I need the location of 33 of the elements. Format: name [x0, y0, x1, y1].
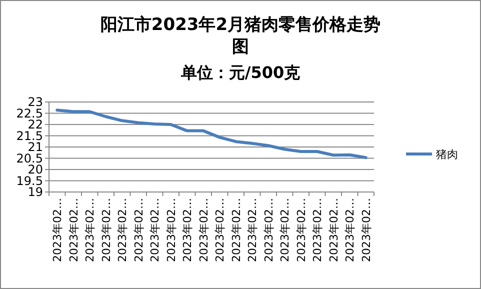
- x-tick-label: 2023年02…: [294, 198, 308, 262]
- x-tick-label: 2023年02…: [327, 198, 340, 262]
- y-tick-label: 22: [28, 118, 43, 132]
- x-tick-label: 2023年02…: [262, 198, 276, 262]
- x-tick-label: 2023年02…: [344, 198, 357, 262]
- y-tick-label: 21: [28, 140, 43, 154]
- y-tick-label: 22.5: [16, 106, 43, 120]
- y-tick-label: 20: [28, 162, 43, 176]
- chart-subtitle: 单位：元/500克: [180, 63, 302, 82]
- x-tick-label: 2023年02…: [360, 198, 373, 262]
- x-tick-label: 2023年02…: [51, 198, 64, 262]
- y-tick-label: 19.5: [16, 174, 43, 188]
- x-tick-label: 2023年02…: [84, 198, 97, 262]
- x-tick-label: 2023年02…: [278, 198, 292, 262]
- x-tick-label: 2023年02…: [181, 198, 194, 262]
- x-tick-label: 2023年02…: [230, 198, 243, 262]
- x-tick-label: 2023年02…: [197, 198, 210, 262]
- x-tick-label: 2023年02…: [100, 198, 113, 262]
- x-tick-label: 2023年02…: [246, 198, 260, 262]
- y-tick-label: 21.5: [16, 128, 43, 143]
- chart-title: 阳江市2023年2月猪肉零售价格走势图: [100, 15, 381, 57]
- x-tick-label: 2023年02…: [214, 198, 227, 262]
- legend-label: 猪肉: [436, 148, 458, 161]
- line-series: [56, 108, 368, 160]
- x-tick-label: 2023年02…: [311, 198, 324, 262]
- x-tick-label: 2023年02…: [116, 198, 130, 262]
- x-tick-label: 2023年02…: [67, 198, 80, 262]
- x-tick-label: 2023年02…: [148, 198, 162, 262]
- y-tick-label: 23: [28, 95, 43, 109]
- x-tick-label: 2023年02…: [132, 198, 146, 262]
- y-tick-label: 20.5: [16, 151, 43, 166]
- x-tick-label: 2023年02…: [164, 198, 178, 262]
- y-tick-label: 19: [28, 185, 43, 199]
